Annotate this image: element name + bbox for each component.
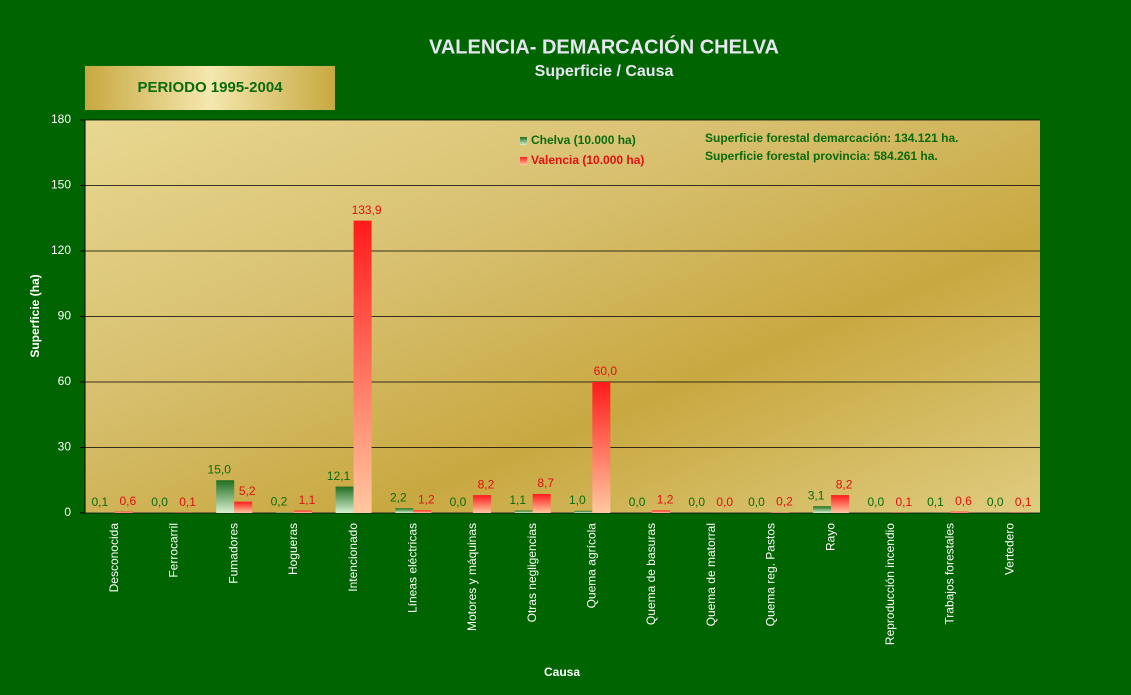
y-axis-label: Superficie (ha) bbox=[28, 274, 42, 357]
data-label: 0,2 bbox=[271, 495, 288, 509]
period-box bbox=[85, 66, 335, 110]
x-tick-label: Vertedero bbox=[1002, 523, 1016, 575]
data-label: 0,1 bbox=[1015, 495, 1032, 509]
bar bbox=[574, 510, 593, 513]
bar bbox=[413, 510, 432, 513]
x-tick-label: Rayo bbox=[823, 523, 837, 551]
bar bbox=[234, 501, 253, 513]
data-label: 0,1 bbox=[179, 495, 196, 509]
bar bbox=[216, 480, 235, 513]
data-label: 0,0 bbox=[151, 495, 168, 509]
y-tick-label: 60 bbox=[58, 374, 72, 388]
data-label: 0,0 bbox=[748, 495, 765, 509]
bar bbox=[813, 506, 832, 513]
data-label: 0,0 bbox=[450, 495, 467, 509]
bar bbox=[472, 495, 491, 513]
data-label: 15,0 bbox=[208, 462, 232, 476]
y-tick-label: 120 bbox=[51, 243, 71, 257]
bar bbox=[532, 494, 551, 513]
x-tick-label: Motores y máquinas bbox=[465, 523, 479, 631]
data-label: 5,2 bbox=[239, 484, 256, 498]
x-axis-label: Causa bbox=[544, 665, 580, 679]
data-label: 3,1 bbox=[808, 488, 825, 502]
legend-swatch bbox=[520, 137, 527, 145]
x-tick-label: Hogueras bbox=[286, 523, 300, 575]
data-label: 0,1 bbox=[927, 495, 944, 509]
bar bbox=[293, 510, 312, 513]
y-tick-label: 0 bbox=[64, 505, 71, 519]
data-label: 0,6 bbox=[120, 494, 137, 508]
x-tick-label: Ferrocarril bbox=[167, 523, 181, 578]
data-label: 0,0 bbox=[688, 495, 705, 509]
x-tick-label: Fumadores bbox=[226, 523, 240, 584]
bar bbox=[395, 508, 414, 513]
data-label: 0,1 bbox=[895, 495, 912, 509]
data-label: 2,2 bbox=[390, 490, 407, 504]
annotation: Superficie forestal demarcación: 134.121… bbox=[705, 131, 958, 145]
x-tick-label: Quema de matorral bbox=[704, 523, 718, 626]
bar bbox=[592, 382, 611, 513]
legend-label: Chelva (10.000 ha) bbox=[531, 133, 636, 147]
y-tick-label: 90 bbox=[58, 309, 72, 323]
y-tick-label: 30 bbox=[58, 440, 72, 454]
y-tick-label: 150 bbox=[51, 178, 71, 192]
period: PERIODO 1995-2004 bbox=[137, 79, 283, 96]
data-label: 1,1 bbox=[299, 493, 316, 507]
data-label: 1,0 bbox=[569, 493, 586, 507]
x-tick-label: Intencionado bbox=[346, 523, 360, 592]
data-label: 0,2 bbox=[776, 495, 793, 509]
data-label: 1,2 bbox=[418, 493, 435, 507]
chart-subtitle: Superficie / Causa bbox=[535, 63, 674, 80]
bar bbox=[114, 511, 133, 513]
legend-label: Valencia (10.000 ha) bbox=[531, 153, 644, 167]
data-label: 1,1 bbox=[509, 493, 526, 507]
data-label: 8,2 bbox=[478, 477, 495, 491]
y-tick-label: 180 bbox=[51, 112, 71, 126]
data-label: 1,2 bbox=[657, 493, 674, 507]
x-tick-label: Reproducción incendio bbox=[883, 523, 897, 645]
bar bbox=[353, 220, 372, 513]
data-label: 0,1 bbox=[92, 495, 109, 509]
bar bbox=[652, 510, 671, 513]
x-tick-label: Otras negligencias bbox=[525, 523, 539, 622]
data-label: 0,0 bbox=[867, 495, 884, 509]
x-tick-label: Quema de basuras bbox=[644, 523, 658, 625]
data-label: 60,0 bbox=[594, 364, 618, 378]
data-label: 133,9 bbox=[352, 203, 382, 217]
x-tick-label: Trabajos forestales bbox=[943, 523, 957, 625]
x-tick-label: Desconocida bbox=[107, 523, 121, 593]
data-label: 8,7 bbox=[537, 476, 554, 490]
legend-swatch bbox=[520, 157, 527, 165]
bar bbox=[950, 511, 969, 513]
bar bbox=[514, 510, 533, 513]
data-label: 0,0 bbox=[629, 495, 646, 509]
data-label: 12,1 bbox=[327, 469, 351, 483]
annotation: Superficie forestal provincia: 584.261 h… bbox=[705, 149, 938, 163]
x-tick-label: Quema reg. Pastos bbox=[764, 523, 778, 626]
bar bbox=[831, 495, 850, 513]
x-tick-label: Quema agrícola bbox=[585, 523, 599, 609]
bar bbox=[335, 486, 354, 513]
chart-title: VALENCIA- DEMARCACIÓN CHELVA bbox=[429, 34, 779, 58]
data-label: 0,0 bbox=[987, 495, 1004, 509]
data-label: 8,2 bbox=[836, 477, 853, 491]
x-tick-label: Líneas eléctricas bbox=[405, 523, 419, 613]
data-label: 0,0 bbox=[716, 495, 733, 509]
data-label: 0,6 bbox=[955, 494, 972, 508]
